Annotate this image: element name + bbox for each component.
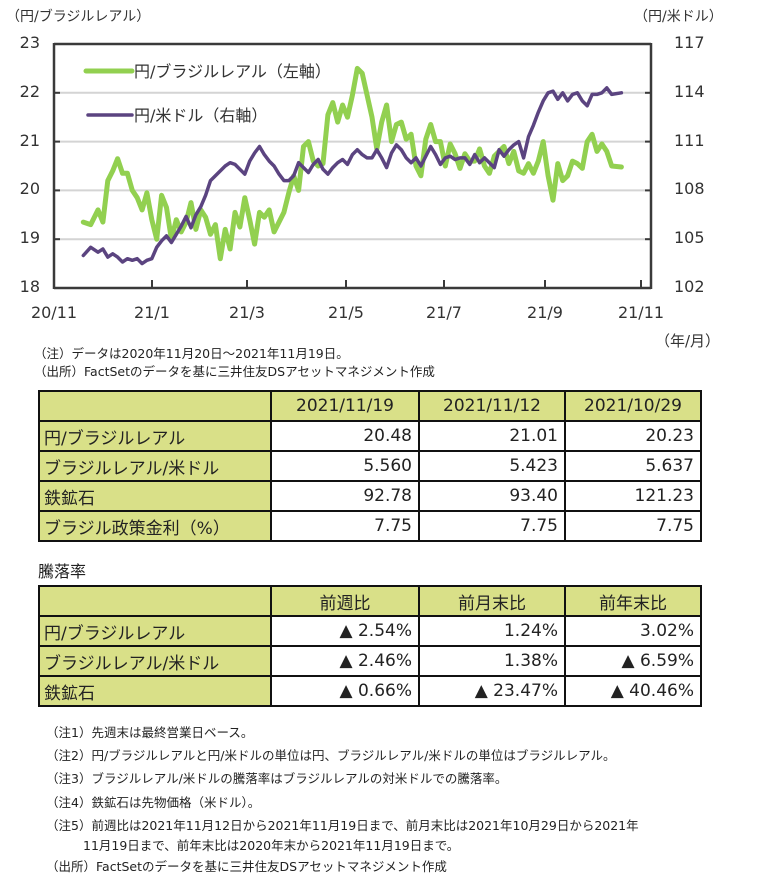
right-tick-label: 117 <box>674 33 705 52</box>
cell-value: 3.02% <box>564 615 702 647</box>
cell-value: 21.01 <box>418 420 566 452</box>
footnote-source: （出所）FactSetのデータを基に三井住友DSアセットマネジメント作成 <box>46 859 447 874</box>
change-section-title: 騰落率 <box>38 562 87 581</box>
cell-value: 5.423 <box>418 450 566 482</box>
footnote: （注2）円/ブラジルレアルと円/米ドルの単位は円、ブラジルレアル/米ドルの単位は… <box>46 748 616 763</box>
left-axis-unit: （円/ブラジルレアル） <box>6 9 151 25</box>
x-axis-unit: （年/月） <box>655 332 721 350</box>
header-date: 2021/11/12 <box>418 390 566 422</box>
footnote: （注1）先週末は最終営業日ベース。 <box>46 725 254 740</box>
cell-value: 7.75 <box>270 510 420 542</box>
series-lines <box>80 65 624 266</box>
right-axis-unit: （円/米ドル） <box>634 9 723 25</box>
plot-frame <box>52 42 653 290</box>
row-label: 円/ブラジルレアル <box>38 420 272 452</box>
price-table: 2021/11/19 2021/11/12 2021/10/29 円/ブラジルレ… <box>38 390 702 542</box>
row-label: ブラジルレアル/米ドル <box>38 645 272 677</box>
footnote: （注4）鉄鉱石は先物価格（米ドル）。 <box>46 795 261 810</box>
x-tick-label: 21/9 <box>527 303 563 322</box>
legend: 円/ブラジルレアル（左軸） 円/米ドル（右軸） <box>83 62 331 125</box>
cell-value: ▲ 0.66% <box>270 675 420 707</box>
cell-value: 20.23 <box>564 420 702 452</box>
table-row: ブラジルレアル/米ドル ▲ 2.46% 1.38% ▲ 6.59% <box>38 645 702 677</box>
right-tick-label: 111 <box>674 130 705 150</box>
table-row: ブラジルレアル/米ドル 5.560 5.423 5.637 <box>38 450 702 482</box>
cell-value: ▲ 6.59% <box>564 645 702 677</box>
line-chart: 円/ブラジルレアル（左軸） 円/米ドル（右軸） <box>52 42 653 290</box>
price-table-header: 2021/11/19 2021/11/12 2021/10/29 <box>38 390 702 422</box>
header-date: 2021/11/19 <box>270 390 420 422</box>
cell-value: 1.24% <box>418 615 566 647</box>
x-tick-label: 21/1 <box>134 303 170 322</box>
footnote: 11月19日まで、前年末比は2020年末から2021年11月19日まで。 <box>83 838 460 853</box>
cell-value: 1.38% <box>418 645 566 677</box>
table-row: 円/ブラジルレアル 20.48 21.01 20.23 <box>38 420 702 452</box>
cell-value: 93.40 <box>418 480 566 512</box>
table-row: 鉄鉱石 92.78 93.40 121.23 <box>38 480 702 512</box>
header-period: 前年末比 <box>564 585 702 617</box>
change-table: 前週比 前月末比 前年末比 円/ブラジルレアル ▲ 2.54% 1.24% 3.… <box>38 585 702 707</box>
left-tick-label: 22 <box>19 81 40 101</box>
x-tick-label: 21/11 <box>617 303 665 322</box>
chart-note: （注）データは2020年11月20日～2021年11月19日。 <box>34 346 349 361</box>
cell-value: 5.637 <box>564 450 702 482</box>
header-period: 前週比 <box>270 585 420 617</box>
right-tick-label: 108 <box>674 179 705 199</box>
left-tick-label: 21 <box>19 130 40 150</box>
footnote: （注5）前週比は2021年11月12日から2021年11月19日まで、前月末比は… <box>46 818 639 833</box>
footnote: （注3）ブラジルレアル/米ドルの騰落率はブラジルレアルの対米ドルでの騰落率。 <box>46 771 508 786</box>
series-line-jpy-brl <box>80 65 624 262</box>
cell-value: 7.75 <box>418 510 566 542</box>
row-label: ブラジルレアル/米ドル <box>38 450 272 482</box>
left-tick-label: 18 <box>19 277 40 296</box>
row-label: 鉄鉱石 <box>38 480 272 512</box>
x-tick-label: 21/3 <box>229 303 265 322</box>
row-label: 円/ブラジルレアル <box>38 615 272 647</box>
chart-source: （出所）FactSetのデータを基に三井住友DSアセットマネジメント作成 <box>34 364 435 379</box>
series-line-jpy-usd <box>81 86 624 266</box>
header-date: 2021/10/29 <box>564 390 702 422</box>
cell-value: ▲ 40.46% <box>564 675 702 707</box>
change-table-header: 前週比 前月末比 前年末比 <box>38 585 702 617</box>
header-blank <box>38 585 272 617</box>
row-label: ブラジル政策金利（%） <box>38 510 272 542</box>
cell-value: 7.75 <box>564 510 702 542</box>
legend-label-brl: 円/ブラジルレアル（左軸） <box>134 62 331 81</box>
right-tick-label: 105 <box>674 228 705 248</box>
legend-label-usd: 円/米ドル（右軸） <box>134 106 267 125</box>
cell-value: 5.560 <box>270 450 420 482</box>
right-tick-label: 114 <box>674 81 705 101</box>
x-tick-label: 21/7 <box>426 303 462 322</box>
table-row: 鉄鉱石 ▲ 0.66% ▲ 23.47% ▲ 40.46% <box>38 675 702 707</box>
cell-value: 92.78 <box>270 480 420 512</box>
cell-value: 121.23 <box>564 480 702 512</box>
x-tick-label: 20/11 <box>30 303 78 322</box>
cell-value: ▲ 2.54% <box>270 615 420 647</box>
right-tick-label: 102 <box>674 277 705 296</box>
left-tick-label: 20 <box>19 179 40 199</box>
header-blank <box>38 390 272 422</box>
left-tick-label: 23 <box>19 33 40 52</box>
cell-value: ▲ 2.46% <box>270 645 420 677</box>
header-period: 前月末比 <box>418 585 566 617</box>
left-tick-label: 19 <box>19 228 40 248</box>
table-row: ブラジル政策金利（%） 7.75 7.75 7.75 <box>38 510 702 542</box>
row-label: 鉄鉱石 <box>38 675 272 707</box>
cell-value: 20.48 <box>270 420 420 452</box>
table-row: 円/ブラジルレアル ▲ 2.54% 1.24% 3.02% <box>38 615 702 647</box>
x-tick-label: 21/5 <box>328 303 364 322</box>
cell-value: ▲ 23.47% <box>418 675 566 707</box>
